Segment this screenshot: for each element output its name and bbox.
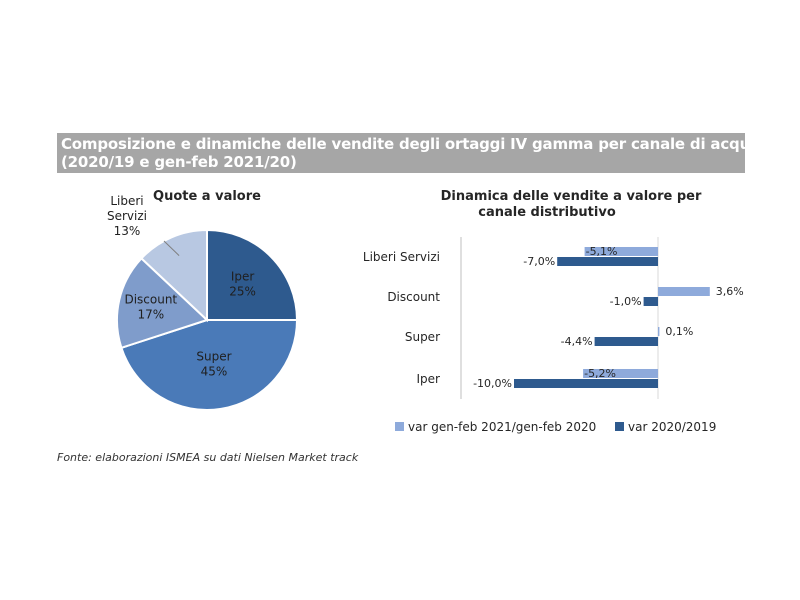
pie-label-iper: Iper [231,269,255,283]
legend-swatch-s2021 [395,422,404,431]
legend-swatch-s2020 [615,422,624,431]
bar-chart: Dinamica delle vendite a valore percanal… [363,189,744,434]
pie-slice-liberi-servizi [139,228,208,323]
figure: Composizione e dinamiche delle vendite d… [57,133,781,473]
data-label-s2021-discount: 3,6% [716,285,744,298]
legend-label-s2021: var gen-feb 2021/gen-feb 2020 [408,420,596,434]
pie-value-iper: 25% [229,284,256,298]
category-label-discount: Discount [387,290,440,304]
category-label-iper: Iper [417,372,441,386]
pie-label-discount: Discount [124,292,177,306]
bar-s2021-liberi-servizi [584,247,658,256]
pie-label-super: Super [196,349,231,363]
bar-s2021-iper [583,369,658,378]
figure-title-line-1: Composizione e dinamiche delle vendite d… [61,135,781,153]
legend-label-s2020: var 2020/2019 [628,420,716,434]
bar-s2020-liberi-servizi [557,257,658,266]
data-label-s2021-super: 0,1% [665,325,693,338]
data-label-s2021-liberi-servizi: -5,1% [586,245,618,258]
pie-value-liberi: 13% [114,224,141,238]
data-label-s2020-discount: -1,0% [610,295,642,308]
bar-title-line-2: canale distributivo [478,205,616,220]
data-label-s2021-iper: -5,2% [584,367,616,380]
bar-title-line-1: Dinamica delle vendite a valore per [441,189,702,204]
pie-title: Quote a valore [153,189,261,204]
pie-slice-super [120,319,299,411]
pie-slice-discount [116,256,209,350]
data-label-s2020-liberi-servizi: -7,0% [523,255,555,268]
category-label-liberi-servizi: Liberi Servizi [363,250,440,264]
source-note: Fonte: elaborazioni ISMEA su dati Nielse… [57,451,359,464]
bar-s2021-super [658,327,660,336]
pie-label-liberi-line1: Liberi [110,194,143,208]
category-label-super: Super [405,330,440,344]
pie-value-discount: 17% [137,307,164,321]
pie-label-liberi-line2: Servizi [107,209,147,223]
pie-value-super: 45% [201,364,228,378]
figure-title-line-2: (2020/19 e gen-feb 2021/20) [61,153,297,171]
bar-s2020-discount [643,297,658,306]
data-label-s2020-super: -4,4% [561,335,593,348]
data-label-s2020-iper: -10,0% [473,377,512,390]
pie-slice-iper [206,228,299,321]
bar-s2020-super [594,337,658,346]
figure-header: Composizione e dinamiche delle vendite d… [57,133,781,173]
pie-leader-line [163,240,180,256]
bar-s2020-iper [514,379,658,388]
bar-s2021-discount [658,287,710,296]
